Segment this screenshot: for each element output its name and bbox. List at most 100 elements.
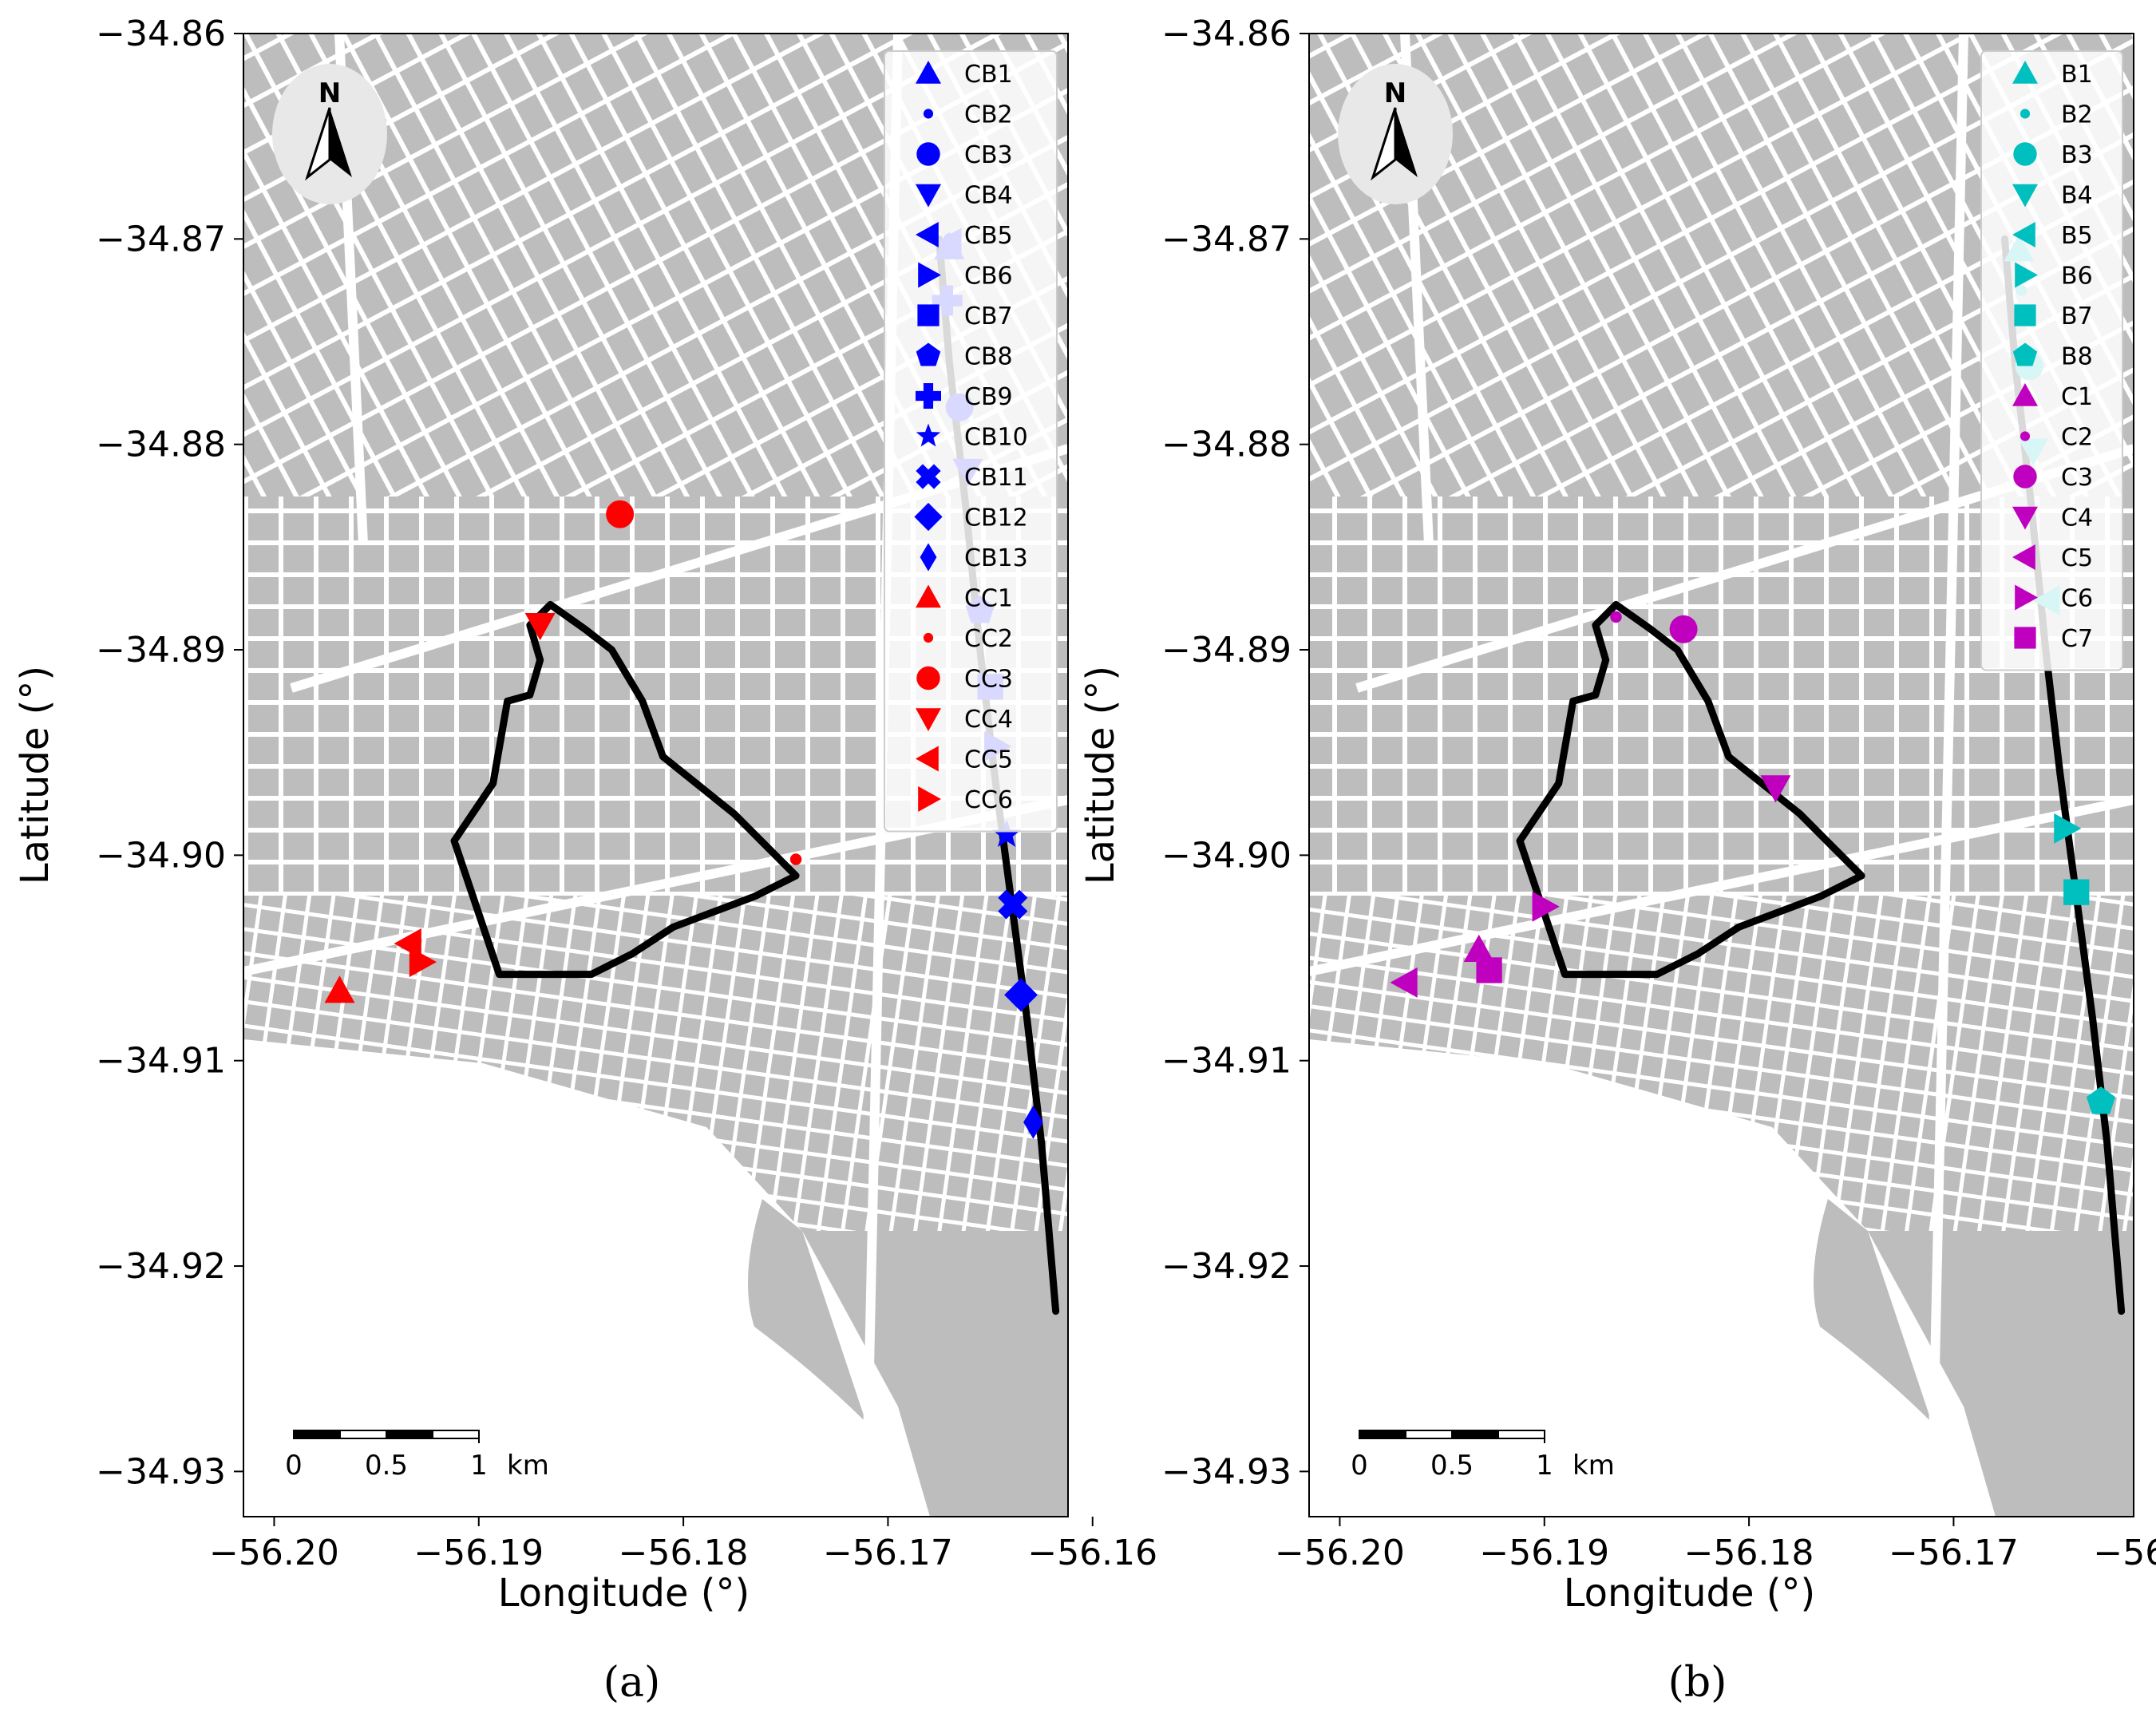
legend-entry-cb1: CB1 [964, 61, 1013, 89]
legend-entry-cb7: CB7 [964, 303, 1013, 330]
y-tick-label: −34.92 [96, 1246, 226, 1287]
legend-entry-cb3: CB3 [964, 141, 1013, 169]
map-panel-b: −56.20 −56.19 −56.18 −56.17 −56.16 −34.86 −34.… [1078, 14, 2156, 1707]
x-tick-label: −56.16 [2093, 1533, 2156, 1573]
axes-frame [243, 33, 1069, 1517]
marker-c6 [1532, 891, 1560, 922]
legend-entry-cb12: CB12 [964, 504, 1028, 532]
legend-entry-cc3: CC3 [964, 666, 1013, 694]
x-tick-label: −56.17 [1889, 1533, 2019, 1573]
legend-marker [2014, 627, 2036, 649]
legend-marker [916, 383, 941, 409]
legend-marker [2012, 544, 2035, 570]
legend-marker [916, 464, 941, 489]
marker-cc2 [789, 853, 802, 865]
legend-entry-c6: C6 [2061, 585, 2093, 613]
y-axis-title: Latitude (°) [1078, 666, 1123, 884]
legend-entry-c2: C2 [2061, 424, 2093, 452]
marker-cc1 [324, 975, 355, 1003]
legend-entry-cb10: CB10 [964, 424, 1028, 452]
legend-entry-cb9: CB9 [964, 383, 1013, 411]
y-tick-label: −34.88 [96, 425, 226, 465]
y-tick-label: −34.89 [1161, 630, 1292, 671]
north-label: N [318, 77, 341, 109]
marker-cb11 [998, 889, 1028, 920]
marker-cb10 [992, 819, 1022, 848]
marker-c4 [1760, 775, 1791, 803]
marker-cb13 [1023, 1106, 1043, 1139]
y-tick-label: −34.87 [1161, 219, 1292, 259]
y-tick-label: −34.92 [1161, 1246, 1292, 1287]
panel-label: (b) [1668, 1659, 1727, 1707]
marker-cc3 [606, 500, 635, 528]
legend-marker [2013, 465, 2037, 489]
legend-entry-cc1: CC1 [964, 585, 1013, 613]
legend-marker [2013, 142, 2037, 166]
legend-marker [914, 502, 943, 532]
legend-entry-b3: B3 [2061, 141, 2093, 169]
scale-bar-label: 0.5 [1430, 1450, 1474, 1482]
legend-entry-c3: C3 [2061, 464, 2093, 492]
legend-entry-b7: B7 [2061, 303, 2093, 330]
legend-marker [2014, 304, 2036, 326]
legend-entry-cc6: CC6 [964, 786, 1013, 814]
legend-marker [916, 708, 941, 731]
legend-marker [2020, 109, 2031, 119]
legend-entry-cb11: CB11 [964, 464, 1028, 492]
legend-marker [916, 584, 941, 608]
legend-entry-c5: C5 [2061, 544, 2093, 572]
legend-entry-cc4: CC4 [964, 706, 1013, 734]
scale-bar-unit: km [507, 1450, 549, 1482]
north-arrow-icon: N [1338, 64, 1453, 204]
y-tick-label: −34.93 [96, 1451, 226, 1492]
legend: CB1 CB2 CB3 CB4 CB5 CB6 CB7 CB8 CB9 CB10 CB11 CB12 C… [884, 50, 1058, 833]
legend-marker [2012, 184, 2038, 208]
scale-bar-label: 0 [285, 1450, 303, 1482]
legend-marker [916, 142, 940, 166]
legend-marker [916, 222, 939, 247]
scale-bar-unit: km [1572, 1450, 1615, 1482]
legend-entry-cc2: CC2 [964, 625, 1013, 653]
legend-entry-b1: B1 [2061, 61, 2093, 89]
legend-marker [2015, 262, 2038, 288]
marker-b6 [2054, 813, 2082, 844]
legend-entry-cc5: CC5 [964, 746, 1013, 774]
legend-entry-c7: C7 [2061, 625, 2093, 653]
marker-cb12 [1004, 978, 1038, 1012]
legend-entry-cb4: CB4 [964, 182, 1013, 210]
scale-bar-label: 0 [1351, 1450, 1368, 1482]
y-tick-label: −34.91 [96, 1041, 226, 1082]
legend-marker [917, 304, 940, 326]
y-tick-label: −34.89 [96, 630, 226, 671]
legend-marker [2012, 383, 2038, 406]
legend-marker [2020, 431, 2031, 441]
route-line-loop [450, 600, 800, 979]
y-tick-label: −34.86 [96, 14, 226, 54]
x-tick-label: −56.20 [209, 1533, 339, 1573]
legend-marker [2012, 506, 2038, 530]
y-tick-label: −34.88 [1161, 425, 1292, 465]
north-arrow-icon: N [272, 64, 387, 204]
scale-bar: 0 0.5 1 km [285, 1430, 549, 1482]
y-tick-label: −34.90 [96, 835, 226, 876]
x-axis-title: Longitude (°) [1564, 1571, 1815, 1616]
x-tick-label: −56.20 [1275, 1533, 1405, 1573]
y-tick-label: −34.86 [1161, 14, 1292, 54]
marker-c2 [1610, 611, 1622, 623]
legend-entry-b2: B2 [2061, 101, 2093, 129]
x-axis-title: Longitude (°) [498, 1571, 750, 1616]
legend-entry-b5: B5 [2061, 222, 2093, 250]
legend-entry-b8: B8 [2061, 343, 2093, 371]
legend-marker [916, 423, 941, 447]
legend-marker [918, 262, 941, 288]
legend-marker [923, 632, 934, 643]
legend-entry-cb2: CB2 [964, 101, 1013, 129]
route-line-loop [1516, 600, 1865, 979]
legend-entry-cb6: CB6 [964, 263, 1013, 291]
marker-b7 [2063, 879, 2090, 905]
panel-label: (a) [603, 1659, 661, 1707]
y-tick-label: −34.93 [1161, 1451, 1292, 1492]
legend-marker [2012, 61, 2038, 84]
y-tick-label: −34.90 [1161, 835, 1292, 876]
